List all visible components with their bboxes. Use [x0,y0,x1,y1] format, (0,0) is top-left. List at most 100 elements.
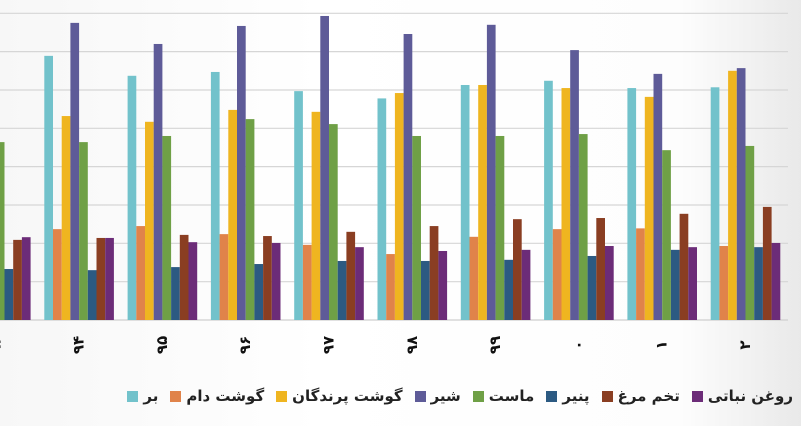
bar [53,229,62,320]
bar [403,34,413,320]
bar [521,249,531,320]
bar [636,228,645,320]
bar [429,226,439,320]
bar [346,231,356,320]
legend-swatch [472,390,484,402]
bar [188,242,198,320]
x-tick-label: ۰ [569,340,587,349]
legend-label: ماست [488,387,535,405]
bar [329,124,338,321]
x-tick-label: ۹۶ [236,336,254,354]
bar [127,75,137,320]
legend-label: گوشت پرندگان [292,387,403,405]
bar [478,84,487,321]
legend-swatch [414,390,426,402]
bar [302,244,312,320]
bar [587,255,597,320]
bar [570,50,579,320]
bar [460,84,470,321]
bar [70,22,80,321]
bar [355,247,364,320]
x-tick-label: ۹۸ [403,336,421,354]
bar [504,259,513,320]
bar [254,264,264,320]
bar [561,88,571,320]
grouped-bar-chart: ۹۳ ۹۴ ۹۵ ۹۶ ۹۷ ۹۸ ۹۹ ۰ ۱ ۲ [0,12,788,354]
legend-label: پنیر [562,387,590,405]
bar [210,71,220,320]
bar [44,55,53,321]
bar [219,234,229,320]
legend-swatch [691,390,703,402]
bar [136,226,145,320]
bar [513,219,522,320]
bar [552,229,562,320]
bar [578,134,588,320]
legend-item: شیر [414,387,461,405]
bar [21,237,31,320]
bar [237,25,246,320]
bar [311,111,321,320]
legend-swatch [601,390,613,402]
legend-item: بر [127,387,158,405]
x-tick-label: ۹۷ [320,336,338,354]
x-tick-label: ۹۳ [0,336,4,354]
legend-label: گوشت دام [186,387,265,405]
bar [728,70,737,321]
bar [469,236,479,320]
bar [679,213,689,320]
bar [228,109,237,321]
legend-swatch [546,390,558,402]
bar [644,96,654,320]
bar [377,98,387,321]
bar [61,116,71,321]
legend-item: روغن نباتی [691,387,793,405]
legend-label: بر [143,387,159,405]
legend-item: ماست [472,387,535,405]
bar [245,119,255,320]
bar [670,249,680,320]
x-axis-tick-labels: ۹۳ ۹۴ ۹۵ ۹۶ ۹۷ ۹۸ ۹۹ ۰ ۱ ۲ [0,336,754,354]
bar [13,239,22,320]
bar [271,242,281,320]
x-tick-label: ۹۵ [153,336,171,354]
legend-label: شیر [430,387,461,405]
bar [710,87,720,320]
bar [337,260,347,320]
x-tick-label: ۱ [653,340,671,349]
bar [544,80,553,320]
legend: روغن نباتی تخم مرغ پنیر ماست شیر گوشت پرندگان… [127,382,793,410]
legend-swatch [170,390,182,402]
bar [162,135,172,320]
bar [87,270,97,320]
legend-label: روغن نباتی [707,387,793,405]
legend-label: تخم مرغ [617,387,680,405]
bar [421,260,430,320]
bar [719,246,729,320]
bar [153,43,163,320]
bar [596,218,605,320]
bar [486,24,496,321]
bar [96,237,106,320]
bars [0,15,781,321]
bar [79,142,88,320]
bar [145,121,154,320]
bar [386,254,395,320]
x-tick-label: ۹۹ [486,336,504,354]
bar [179,234,189,320]
bar [653,73,663,320]
bar [605,246,614,320]
bar [736,68,746,321]
legend-swatch [127,390,139,402]
legend-item: تخم مرغ [601,387,680,405]
bar [105,237,114,320]
bar [294,91,303,320]
bar [4,269,14,320]
bar [438,250,448,320]
x-tick-label: ۹۴ [70,336,88,354]
bar [394,93,404,321]
bar [688,247,697,320]
x-tick-label: ۲ [736,340,754,349]
bar [662,150,671,320]
bar [320,15,329,321]
